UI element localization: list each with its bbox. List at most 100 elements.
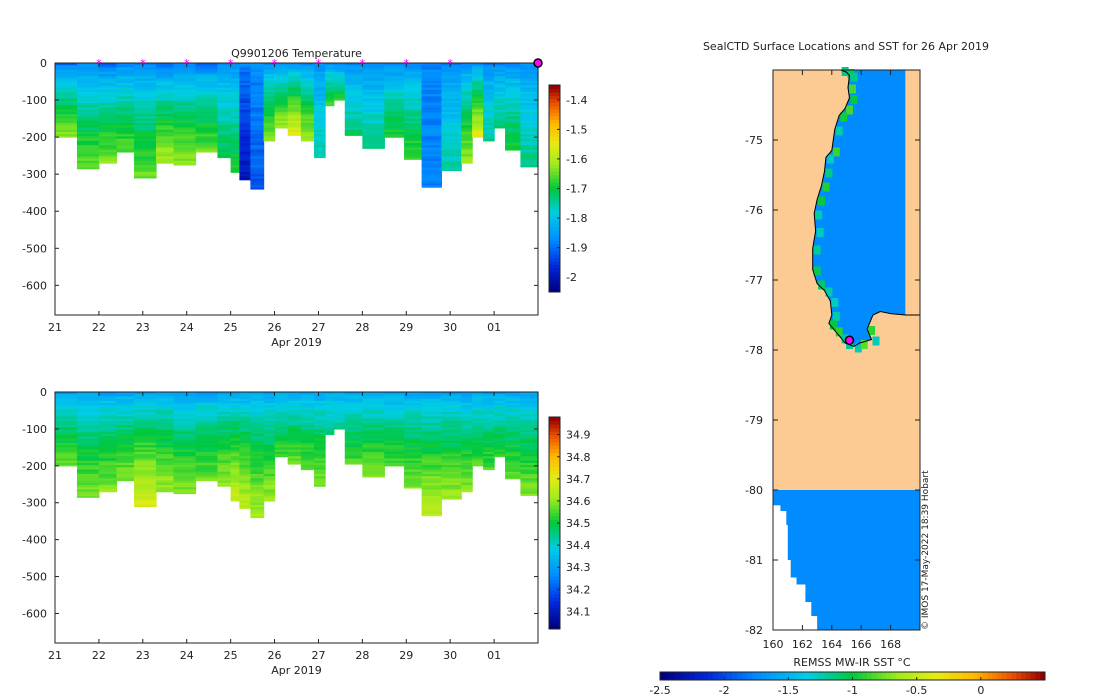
heatmap-cell <box>421 425 442 429</box>
heatmap-cell <box>55 105 78 109</box>
heatmap-cell <box>230 467 241 471</box>
heatmap-cell <box>173 71 197 75</box>
heatmap-cell <box>472 442 484 446</box>
heatmap-cell <box>421 123 442 126</box>
heatmap-cell <box>483 125 495 129</box>
heatmap-cell <box>263 438 276 442</box>
heatmap-cell <box>384 83 405 86</box>
heatmap-cell <box>263 482 276 486</box>
heatmap-cell <box>263 473 276 477</box>
heatmap-cell <box>421 98 442 102</box>
colorbar-segment <box>549 583 560 588</box>
heatmap-cell <box>520 445 539 448</box>
no-data-region <box>773 490 818 630</box>
heatmap-cell <box>116 436 135 440</box>
heatmap-cell <box>404 94 423 97</box>
heatmap-cell <box>441 76 462 80</box>
heatmap-cell <box>98 405 118 409</box>
y-tick-label: -400 <box>22 534 47 547</box>
heatmap-cell <box>173 434 197 437</box>
profile-column <box>155 392 175 493</box>
x-tick-label: 24 <box>180 649 194 662</box>
heatmap-cell <box>520 491 539 495</box>
heatmap-cell <box>134 427 157 431</box>
heatmap-cell <box>173 491 197 495</box>
heatmap-cell <box>461 449 473 453</box>
heatmap-cell <box>287 407 302 411</box>
heatmap-cell <box>134 80 157 84</box>
profile-column <box>505 392 522 480</box>
heatmap-cell <box>239 129 251 133</box>
profile-column <box>421 63 442 188</box>
heatmap-cell <box>217 91 232 95</box>
heatmap-cell <box>98 416 118 420</box>
heatmap-cell <box>520 134 539 137</box>
y-tick-label: -600 <box>22 279 47 292</box>
heatmap-cell <box>155 129 175 133</box>
heatmap-cell <box>195 449 219 453</box>
heatmap-cell <box>300 120 315 124</box>
heatmap-cell <box>195 134 219 137</box>
colorbar-segment <box>549 267 560 272</box>
heatmap-cell <box>195 454 219 457</box>
heatmap-cell <box>217 440 232 444</box>
heatmap-cell <box>195 398 219 402</box>
heatmap-cell <box>195 409 219 413</box>
heatmap-cell <box>314 420 326 424</box>
profile-column <box>116 392 135 482</box>
heatmap-cell <box>314 471 326 475</box>
heatmap-cell <box>520 449 539 453</box>
heatmap-cell <box>483 63 495 66</box>
heatmap-cell <box>239 480 251 484</box>
heatmap-cell <box>441 154 462 157</box>
heatmap-cell <box>274 125 289 129</box>
colorbar-segment <box>549 484 560 489</box>
heatmap-cell <box>300 423 315 426</box>
heatmap-cell <box>134 143 157 146</box>
colorbar-segment <box>549 257 560 262</box>
heatmap-cell <box>230 489 241 493</box>
heatmap-cell <box>195 125 219 129</box>
heatmap-cell <box>263 487 276 491</box>
heatmap-cell <box>505 423 522 426</box>
heatmap-cell <box>333 394 346 398</box>
heatmap-cell <box>230 109 241 113</box>
heatmap-cell <box>362 91 385 95</box>
heatmap-cell <box>173 143 197 146</box>
heatmap-cell <box>520 427 539 431</box>
heatmap-cell <box>55 447 78 451</box>
colorbar-segment <box>549 590 560 595</box>
heatmap-cell <box>421 460 442 464</box>
heatmap-cell <box>441 163 462 166</box>
heatmap-cell <box>274 405 289 409</box>
heatmap-cell <box>300 74 315 77</box>
heatmap-cell <box>134 458 157 462</box>
heatmap-cell <box>505 85 522 89</box>
heatmap-cell <box>134 165 157 169</box>
heatmap-cell <box>421 143 442 146</box>
heatmap-cell <box>362 429 385 433</box>
heatmap-cell <box>134 171 157 175</box>
heatmap-cell <box>421 449 442 453</box>
coastal-cell <box>835 126 843 136</box>
heatmap-cell <box>344 438 363 442</box>
heatmap-cell <box>421 176 442 180</box>
heatmap-cell <box>325 416 335 420</box>
heatmap-cell <box>362 440 385 444</box>
heatmap-cell <box>230 447 241 451</box>
heatmap-cell <box>494 85 506 89</box>
heatmap-cell <box>76 394 100 398</box>
heatmap-cell <box>314 411 326 415</box>
heatmap-cell <box>116 469 135 473</box>
heatmap-cell <box>239 498 251 502</box>
colorbar-segment <box>549 530 560 535</box>
heatmap-cell <box>98 440 118 444</box>
heatmap-cell <box>76 116 100 120</box>
heatmap-cell <box>384 123 405 126</box>
colorbar-segment <box>857 672 863 680</box>
heatmap-cell <box>520 438 539 442</box>
heatmap-cell <box>263 134 276 137</box>
heatmap-cell <box>116 107 135 111</box>
heatmap-cell <box>300 136 315 140</box>
heatmap-cell <box>230 398 241 402</box>
